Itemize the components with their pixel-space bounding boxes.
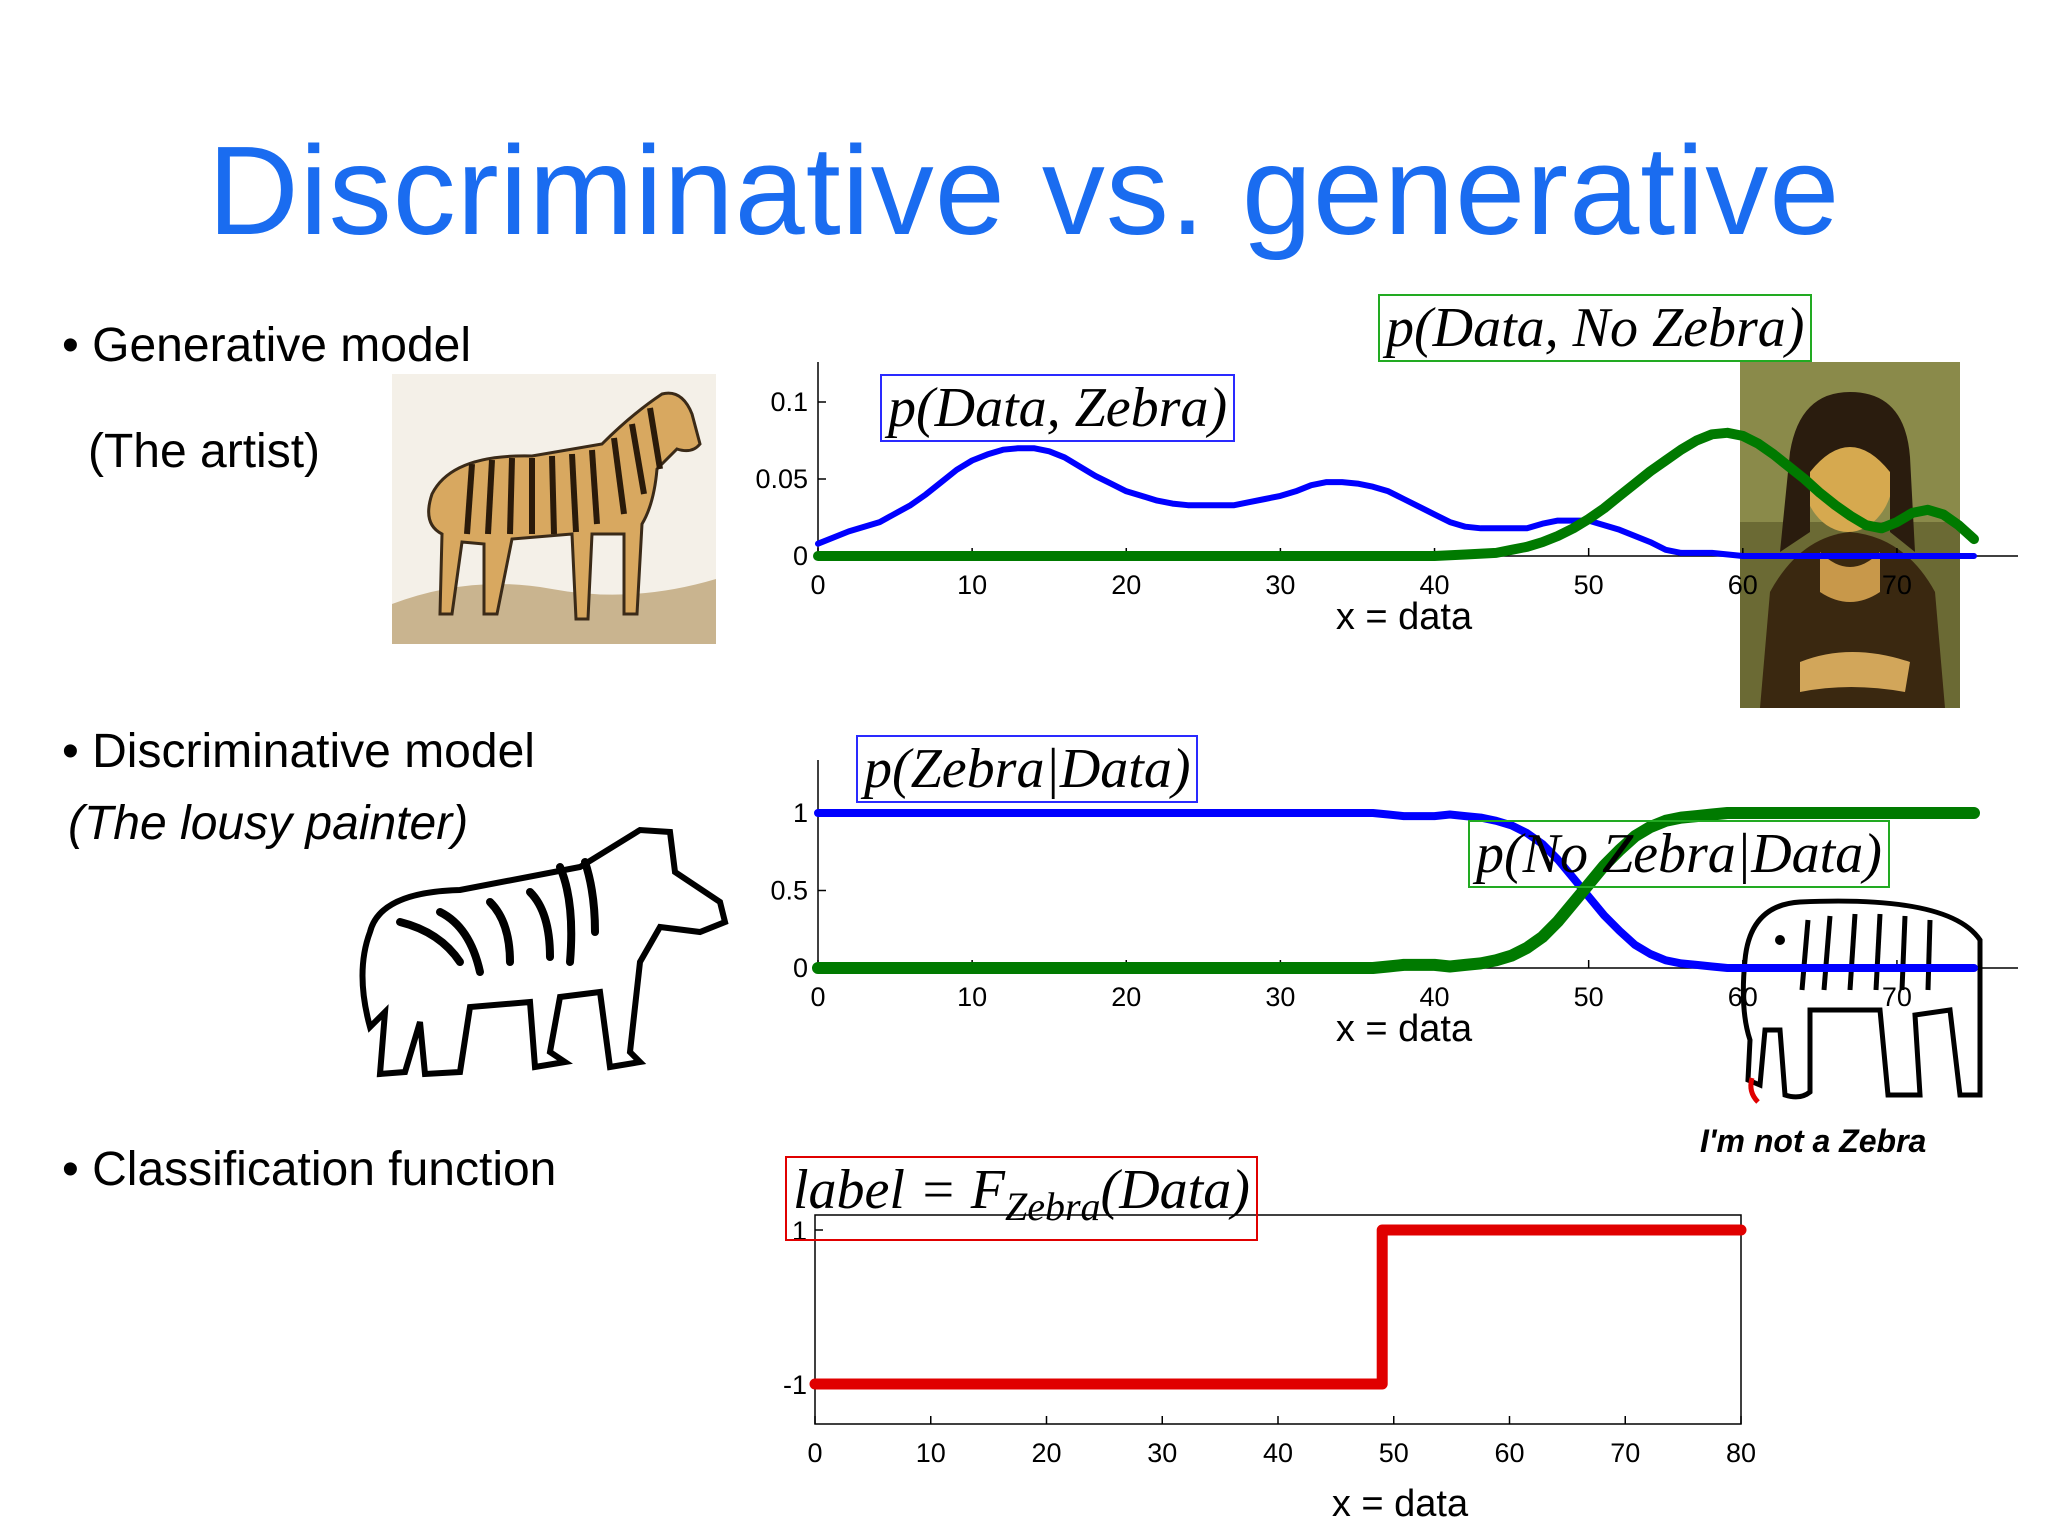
y-tick-label: 1 — [792, 1216, 807, 1246]
x-tick-label: 30 — [1265, 570, 1295, 600]
x-tick-label: 10 — [957, 570, 987, 600]
y-tick-label: 0 — [793, 953, 808, 983]
bullet-generative-sub: (The artist) — [88, 424, 320, 479]
bullet-classification: • Classification function — [62, 1143, 557, 1196]
x-tick-label: 70 — [1882, 570, 1912, 600]
x-tick-label: 60 — [1728, 982, 1758, 1012]
bullet-discriminative: • Discriminative model — [62, 725, 535, 778]
x-tick-label: 50 — [1379, 1438, 1409, 1468]
label-gen-nozebra: p(Data, No Zebra) — [1378, 294, 1813, 362]
y-tick-label: 0.05 — [755, 464, 808, 494]
label-disc-zebra: p(Zebra|Data) — [856, 735, 1199, 803]
label-cls-tail: (Data) — [1100, 1159, 1250, 1221]
x-tick-label: 80 — [1726, 1438, 1756, 1468]
x-tick-label: 0 — [807, 1438, 822, 1468]
x-tick-label: 50 — [1574, 570, 1604, 600]
label-classification: label = FZebra(Data) — [785, 1156, 1258, 1242]
y-tick-label: 0.5 — [770, 876, 808, 906]
lousy-zebra-svg — [359, 826, 729, 1078]
mona-lisa-painting — [1740, 362, 1960, 708]
x-tick-label: 40 — [1420, 982, 1450, 1012]
x-tick-label: 30 — [1147, 1438, 1177, 1468]
label-cls-main: label = F — [793, 1159, 1005, 1221]
slide-title: Discriminative vs. generative — [207, 120, 1841, 261]
bullet-discriminative-sub: (The lousy painter) — [68, 797, 469, 850]
label-cls-sub: Zebra — [1004, 1184, 1101, 1230]
mona-lisa-svg — [1740, 362, 1960, 708]
zebra-painting — [392, 374, 716, 644]
label-disc-nozebra: p(No Zebra|Data) — [1468, 820, 1890, 888]
x-tick-label: 0 — [810, 570, 825, 600]
series-line-1 — [813, 427, 1979, 561]
y-tick-label: 0 — [793, 541, 808, 571]
x-tick-label: 10 — [916, 1438, 946, 1468]
y-tick-label: 0.1 — [770, 387, 808, 417]
y-tick-label: 1 — [793, 798, 808, 828]
x-tick-label: 30 — [1265, 982, 1295, 1012]
y-tick-label: -1 — [783, 1370, 807, 1400]
bullet-generative: • Generative model — [62, 319, 472, 372]
x-tick-label: 60 — [1494, 1438, 1524, 1468]
series-line-0 — [809, 1224, 1747, 1390]
x-tick-label: 20 — [1111, 982, 1141, 1012]
label-gen-zebra: p(Data, Zebra) — [880, 374, 1236, 442]
series-line-1 — [812, 807, 1980, 974]
x-axis-label: x = data — [1332, 1483, 1469, 1525]
x-tick-label: 60 — [1728, 570, 1758, 600]
x-tick-label: 40 — [1263, 1438, 1293, 1468]
x-tick-label: 0 — [810, 982, 825, 1012]
elephant-drawing: I'm not a Zebra — [1690, 880, 2040, 1170]
elephant-caption: I'm not a Zebra — [1700, 1123, 1926, 1159]
x-tick-label: 70 — [1882, 982, 1912, 1012]
zebra-painting-svg — [392, 374, 716, 644]
x-tick-label: 50 — [1574, 982, 1604, 1012]
x-tick-label: 70 — [1610, 1438, 1640, 1468]
series-line-0 — [814, 809, 1978, 972]
elephant-svg: I'm not a Zebra — [1700, 898, 1983, 1159]
x-tick-label: 10 — [957, 982, 987, 1012]
x-tick-label: 20 — [1111, 570, 1141, 600]
x-axis-label: x = data — [1336, 596, 1473, 638]
x-tick-label: 40 — [1420, 570, 1450, 600]
lousy-zebra-drawing — [340, 812, 740, 1094]
x-axis-label: x = data — [1336, 1008, 1473, 1050]
plot-frame — [814, 1214, 1742, 1425]
x-tick-label: 20 — [1031, 1438, 1061, 1468]
artist-caption: (The artist) — [88, 425, 321, 478]
